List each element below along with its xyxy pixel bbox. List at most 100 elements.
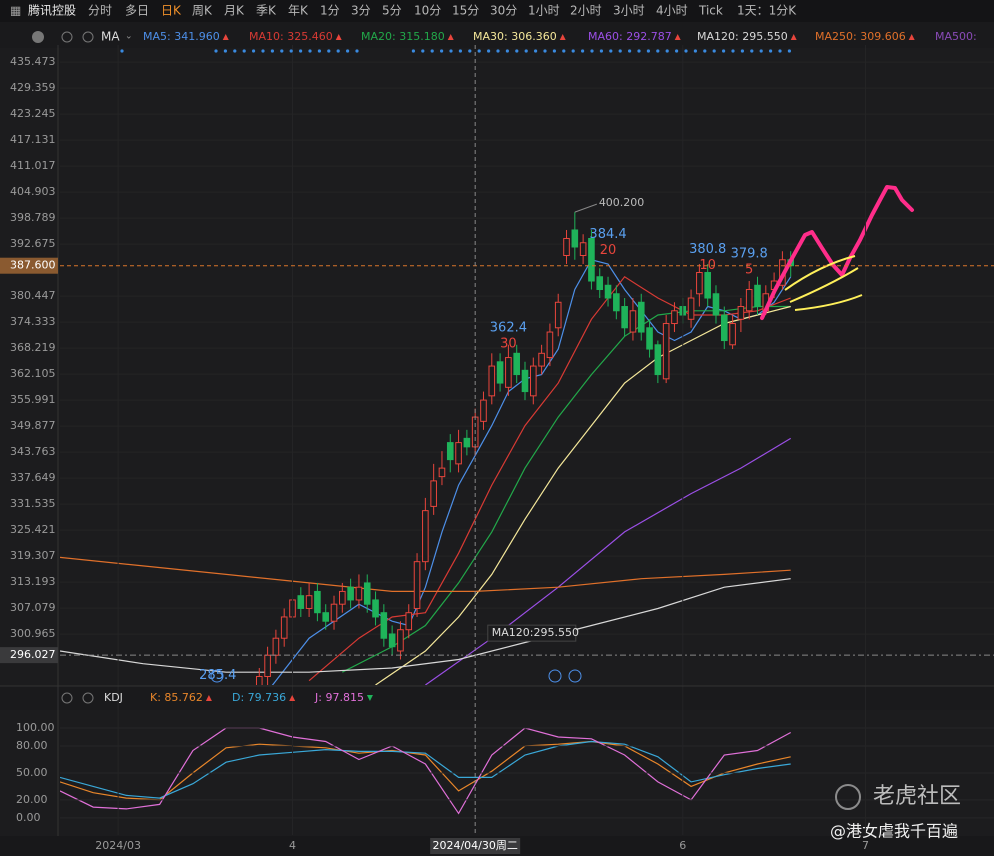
period-tab[interactable]: 年K [288, 4, 309, 18]
settings-button[interactable] [61, 31, 73, 43]
countdown-label: 5 [745, 262, 753, 277]
legend-entry: MA20: 315.180 [361, 30, 445, 43]
event-dot [242, 49, 246, 53]
period-tab[interactable]: 周K [192, 4, 213, 18]
event-dot [609, 49, 613, 53]
period-tab[interactable]: 1分 [320, 4, 340, 18]
event-dot [628, 49, 632, 53]
trend-arrow [790, 34, 797, 40]
candle-body [380, 612, 388, 639]
period-tab[interactable]: 1天：1分K [737, 4, 797, 18]
watermark-user: @港女虐我千百遍 [830, 822, 958, 841]
event-dot [505, 49, 509, 53]
y-tick-label: 374.333 [10, 315, 56, 328]
event-dot [458, 49, 462, 53]
candle-body [613, 293, 620, 312]
candle-body [538, 352, 545, 367]
trend-arrow [335, 34, 342, 40]
event-dot [693, 49, 698, 53]
candle-body [305, 595, 313, 609]
candle-body [729, 323, 736, 346]
candle-body [363, 582, 371, 605]
candle-body [372, 599, 379, 618]
trend-arrow [222, 34, 229, 40]
event-dot [223, 49, 227, 53]
candle-body [596, 276, 604, 291]
legend-entry: MA120: 295.550 [697, 30, 788, 43]
collapse-button[interactable] [32, 31, 44, 43]
period-tab[interactable]: Tick [698, 4, 723, 18]
y-tick-label: 307.079 [10, 601, 56, 614]
period-tab[interactable]: 1小时 [528, 4, 560, 18]
y-tick-label: 380.447 [10, 289, 56, 302]
indicator-name[interactable]: MA [101, 30, 120, 44]
y-tick-label: 337.649 [10, 471, 56, 484]
legend-bg [0, 22, 994, 48]
kdj-settings-button[interactable] [61, 692, 73, 704]
event-icon[interactable] [568, 669, 582, 683]
event-dot [787, 49, 792, 53]
crosshair-date-label: 2024/04/30周二 [432, 839, 517, 852]
y-tick-label: 423.245 [10, 107, 56, 120]
event-dot [712, 49, 716, 53]
period-tab[interactable]: 月K [224, 4, 245, 18]
event-dot [214, 49, 218, 53]
event-dot [675, 49, 679, 53]
callout-label: MA120:295.550 [492, 626, 579, 639]
candle-body [347, 586, 354, 601]
period-tab[interactable]: 日K [161, 4, 182, 18]
stock-name[interactable]: 腾讯控股 [28, 3, 76, 18]
indicator-line [60, 727, 791, 815]
kdj-tick-label: 50.00 [16, 766, 48, 779]
period-tab[interactable]: 5分 [382, 4, 402, 18]
candle-body [621, 306, 628, 329]
period-tab[interactable]: 多日 [125, 4, 149, 18]
event-dot [468, 49, 472, 53]
price-annotation: 285.4 [199, 668, 236, 683]
candle-body [571, 229, 579, 248]
event-dot [571, 49, 575, 53]
event-dot [336, 49, 340, 53]
candle-body [704, 272, 711, 299]
x-tick-label: 7 [862, 839, 869, 852]
event-dot [646, 49, 651, 53]
close-button[interactable] [82, 31, 94, 43]
candle-body [280, 616, 288, 639]
period-tab[interactable]: 2小时 [570, 4, 602, 18]
candle-body [563, 237, 570, 256]
candle-body [737, 306, 745, 320]
period-tab[interactable]: 分时 [88, 4, 112, 18]
candle-body [505, 357, 512, 388]
period-tab[interactable]: 30分 [490, 4, 517, 18]
period-tab[interactable]: 季K [256, 4, 277, 18]
y-tick-label: 300.965 [10, 627, 56, 640]
y-tick-label: 411.017 [10, 159, 56, 172]
y-tick-label: 368.219 [10, 341, 56, 354]
y-tick-label: 331.535 [10, 497, 56, 510]
menu-icon[interactable]: ▦ [10, 4, 21, 18]
period-tab[interactable]: 15分 [452, 4, 479, 18]
period-tab[interactable]: 3分 [351, 4, 371, 18]
event-dot [440, 49, 444, 53]
event-dot [299, 49, 303, 53]
candle-body [314, 590, 321, 614]
period-tab[interactable]: 3小时 [613, 4, 645, 18]
candle-body [322, 612, 330, 622]
candle-body [712, 293, 720, 316]
period-tab[interactable]: 10分 [414, 4, 441, 18]
watermark-brand: 老虎社区 [873, 784, 961, 809]
event-icon[interactable] [210, 669, 224, 683]
y-tick-label: 435.473 [10, 55, 56, 68]
period-tab[interactable]: 4小时 [656, 4, 688, 18]
event-dot [477, 49, 481, 53]
kdj-close-button[interactable] [82, 692, 94, 704]
y-tick-label: 392.675 [10, 237, 56, 250]
candle-body [521, 369, 529, 393]
crosshair-price-label: 296.027 [10, 648, 56, 661]
event-dot [496, 49, 500, 53]
event-icon[interactable] [548, 669, 562, 683]
kdj-legend: J: 97.815 [314, 691, 364, 704]
candle-body [754, 284, 761, 308]
candle-body [496, 361, 504, 384]
y-tick-label: 343.763 [10, 445, 56, 458]
